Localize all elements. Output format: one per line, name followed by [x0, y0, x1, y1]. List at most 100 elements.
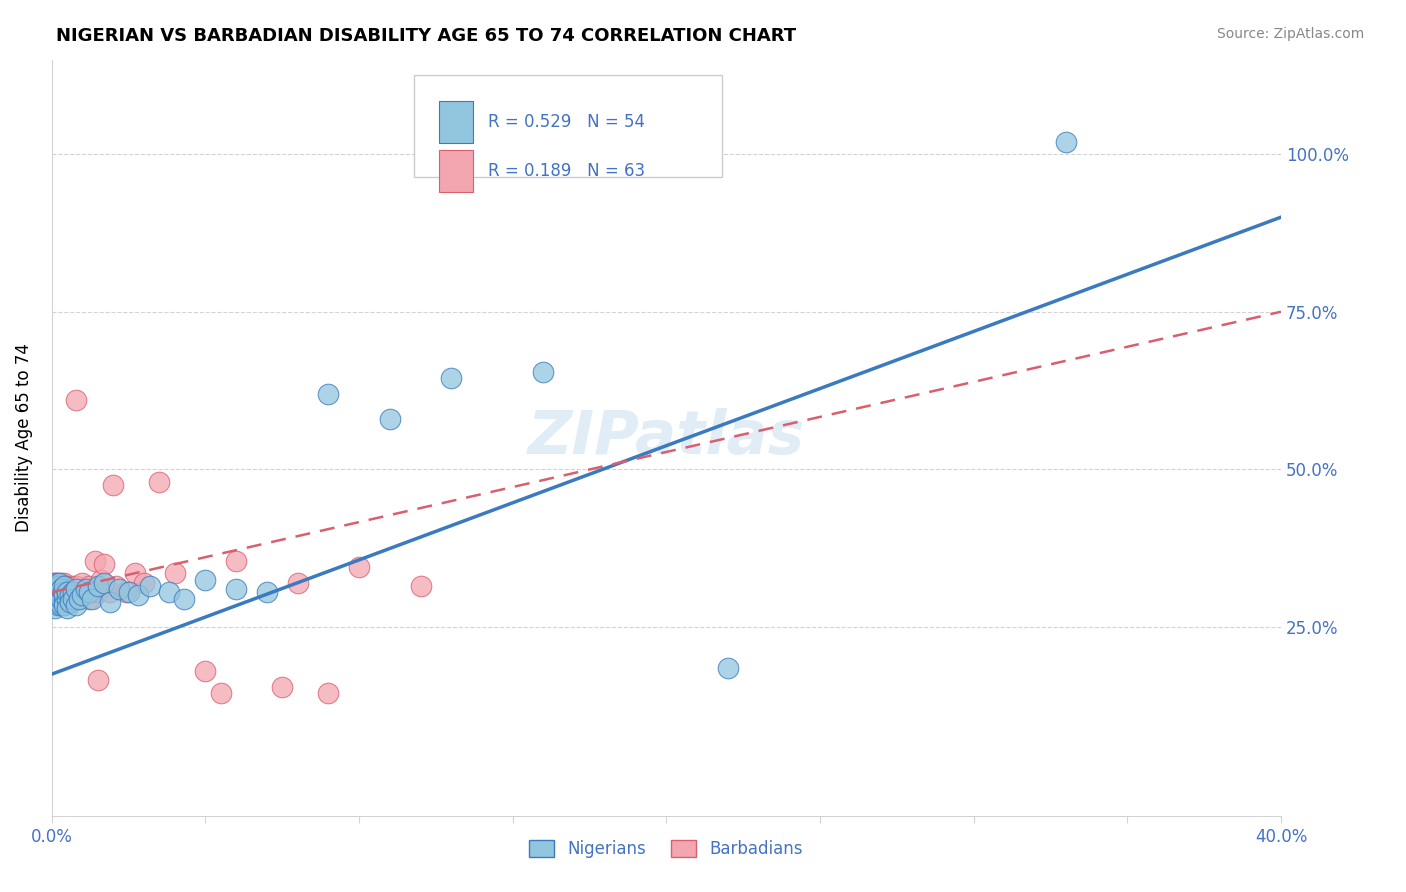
Point: [132, 575, 155, 590]
Point: [48, 591, 70, 606]
Point: [98, 595, 121, 609]
Point: [318, 386, 340, 401]
Point: [45, 575, 67, 590]
Point: [157, 585, 180, 599]
Point: [44, 588, 66, 602]
Point: [62, 591, 84, 606]
Point: [67, 591, 90, 606]
Point: [44, 591, 66, 606]
Point: [53, 598, 76, 612]
Point: [717, 661, 740, 675]
Point: [83, 554, 105, 568]
Point: [44, 575, 66, 590]
Point: [117, 585, 139, 599]
Point: [127, 588, 149, 602]
Point: [42, 591, 65, 606]
Point: [59, 595, 82, 609]
Text: Source: ZipAtlas.com: Source: ZipAtlas.com: [1216, 27, 1364, 41]
Point: [51, 585, 73, 599]
Point: [87, 673, 110, 688]
Point: [287, 575, 309, 590]
Point: [378, 412, 401, 426]
Point: [124, 566, 146, 581]
Point: [44, 601, 66, 615]
Point: [56, 588, 79, 602]
Point: [56, 591, 79, 606]
Legend: Nigerians, Barbadians: Nigerians, Barbadians: [523, 833, 810, 864]
Point: [65, 598, 87, 612]
Point: [49, 579, 72, 593]
Text: NIGERIAN VS BARBADIAN DISABILITY AGE 65 TO 74 CORRELATION CHART: NIGERIAN VS BARBADIAN DISABILITY AGE 65 …: [56, 27, 796, 45]
Point: [56, 585, 79, 599]
Point: [75, 585, 97, 599]
Bar: [439, 151, 474, 192]
Point: [48, 575, 70, 590]
Point: [49, 598, 72, 612]
Point: [42, 591, 65, 606]
Point: [108, 582, 131, 596]
Point: [53, 595, 76, 609]
Point: [65, 582, 87, 596]
Point: [75, 582, 97, 596]
Point: [72, 575, 94, 590]
FancyBboxPatch shape: [415, 75, 721, 177]
Point: [65, 392, 87, 407]
Point: [49, 591, 72, 606]
Point: [56, 601, 79, 615]
Point: [53, 585, 76, 599]
Point: [48, 595, 70, 609]
Point: [105, 579, 128, 593]
Point: [533, 365, 555, 379]
Point: [440, 371, 463, 385]
Point: [51, 582, 73, 596]
Point: [59, 588, 82, 602]
Text: ZIPatlas: ZIPatlas: [527, 409, 804, 467]
Point: [62, 585, 84, 599]
Point: [225, 554, 247, 568]
Point: [46, 579, 69, 593]
Point: [59, 585, 82, 599]
Point: [49, 582, 72, 596]
Point: [65, 579, 87, 593]
Point: [77, 591, 100, 606]
Text: R = 0.529   N = 54: R = 0.529 N = 54: [488, 113, 645, 131]
Point: [46, 575, 69, 590]
Point: [46, 579, 69, 593]
Point: [256, 585, 278, 599]
Point: [77, 585, 100, 599]
Text: R = 0.189   N = 63: R = 0.189 N = 63: [488, 162, 645, 180]
Point: [41, 575, 63, 590]
Point: [44, 595, 66, 609]
Point: [103, 478, 125, 492]
Point: [49, 588, 72, 602]
Point: [45, 591, 67, 606]
Point: [59, 591, 82, 606]
Point: [46, 585, 69, 599]
Point: [77, 579, 100, 593]
Point: [46, 598, 69, 612]
Point: [44, 585, 66, 599]
Point: [49, 591, 72, 606]
Point: [194, 573, 217, 587]
Point: [46, 582, 69, 596]
Point: [93, 557, 115, 571]
Point: [56, 591, 79, 606]
Point: [45, 579, 67, 593]
Point: [114, 585, 136, 599]
Point: [53, 588, 76, 602]
Point: [46, 591, 69, 606]
Point: [48, 585, 70, 599]
Point: [46, 591, 69, 606]
Point: [49, 591, 72, 606]
Point: [49, 575, 72, 590]
Point: [87, 585, 110, 599]
Point: [44, 585, 66, 599]
Point: [44, 582, 66, 596]
Point: [49, 585, 72, 599]
Point: [1054, 135, 1077, 149]
Point: [62, 585, 84, 599]
Point: [163, 566, 186, 581]
Point: [209, 686, 232, 700]
Point: [271, 680, 294, 694]
Point: [56, 579, 79, 593]
